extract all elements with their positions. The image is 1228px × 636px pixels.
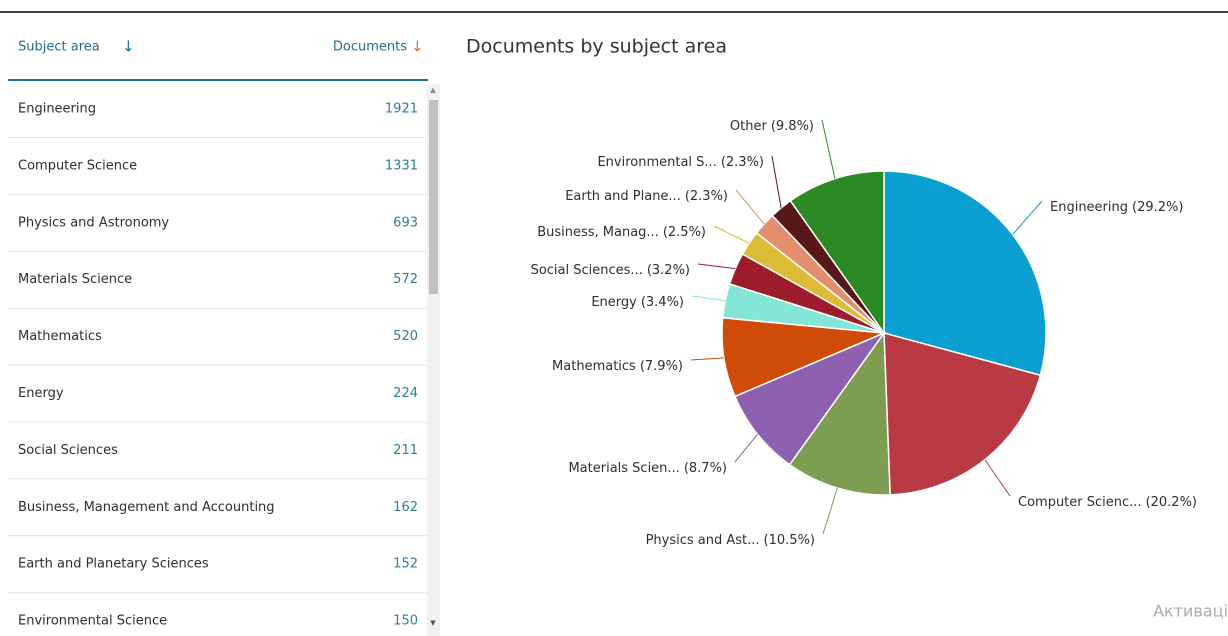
slice-name: Mathematics [552,359,636,374]
chart-title: Documents by subject area [466,36,727,58]
slice-label: Social Sciences... (3.2%) [531,263,690,278]
slice-name: Energy [591,295,637,310]
scroll-up[interactable]: ▲ [430,86,436,94]
slice-name: Materials Scien... [568,461,679,476]
count-cell: 211 [393,443,418,458]
header-documents[interactable]: Documents [333,40,407,55]
subject-cell: Engineering [18,102,96,117]
slice-name: Earth and Plane... [565,189,681,204]
slice-percent: (2.5%) [663,225,706,240]
sort-arrow[interactable]: ↓ [122,38,135,56]
slice-label: Other (9.8%) [730,119,814,134]
slice-label: Computer Scienc... (20.2%) [1018,495,1197,510]
subject-cell: Social Sciences [18,443,118,458]
leader-line [713,225,750,244]
leader-line [697,263,736,270]
slice-name: Social Sciences... [531,263,643,278]
slice-name: Environmental S... [597,155,716,170]
slice-name: Engineering [1050,200,1128,215]
slice-percent: (7.9%) [640,359,683,374]
slice-percent: (3.2%) [647,263,690,278]
slice-name: Computer Scienc... [1018,495,1142,510]
count-cell: 162 [393,500,418,515]
pie-slice [788,330,891,496]
count-cell: 224 [393,386,418,401]
slice-percent: (8.7%) [684,461,727,476]
subject-cell: Energy [18,386,64,401]
header-subject[interactable]: Subject area [18,40,100,55]
leader-line [771,155,782,208]
scrollbar-thumb[interactable] [429,100,438,294]
slice-name: Other [730,119,768,134]
pie-slice [883,332,1042,496]
subject-cell: Mathematics [18,329,102,344]
count-cell: 150 [393,614,418,629]
count-cell: 1921 [385,102,418,117]
leader-line [821,119,836,179]
slice-label: Mathematics (7.9%) [552,359,683,374]
slice-label: Environmental S... (2.3%) [597,155,764,170]
count-cell: 152 [393,557,418,572]
count-cell: 520 [393,329,418,344]
slice-percent: (3.4%) [641,295,684,310]
subject-cell: Business, Management and Accounting [18,500,275,515]
slice-name: Business, Manag... [537,225,659,240]
slice-percent: (29.2%) [1132,200,1183,215]
leader-line [691,295,726,302]
leader-line [735,189,765,225]
leader-line [1012,200,1043,235]
slice-name: Physics and Ast... [646,533,760,548]
slice-percent: (10.5%) [764,533,815,548]
leader-line [734,433,758,463]
slice-label: Engineering (29.2%) [1050,200,1183,215]
subject-cell: Physics and Astronomy [18,215,169,230]
pie-slice [883,170,1047,377]
slice-percent: (2.3%) [721,155,764,170]
watermark: Активаці [1153,602,1228,621]
count-cell: 693 [393,215,418,230]
slice-label: Earth and Plane... (2.3%) [565,189,728,204]
scroll-down[interactable]: ▼ [430,619,436,627]
slice-label: Business, Manag... (2.5%) [537,225,706,240]
sort-arrow[interactable]: ↓ [411,38,424,56]
count-cell: 1331 [385,158,418,173]
leader-line [822,487,838,535]
slice-label: Materials Scien... (8.7%) [568,461,727,476]
subject-cell: Earth and Planetary Sciences [18,557,209,572]
subject-cell: Materials Science [18,272,132,287]
subject-cell: Computer Science [18,158,137,173]
pie-slice [733,331,887,466]
slice-percent: (9.8%) [771,119,814,134]
slice-label: Physics and Ast... (10.5%) [646,533,815,548]
count-cell: 572 [393,272,418,287]
leader-line [690,357,724,361]
leader-line [984,459,1011,497]
subject-cell: Environmental Science [18,614,167,629]
slice-percent: (2.3%) [685,189,728,204]
slice-percent: (20.2%) [1146,495,1197,510]
slice-label: Energy (3.4%) [591,295,684,310]
